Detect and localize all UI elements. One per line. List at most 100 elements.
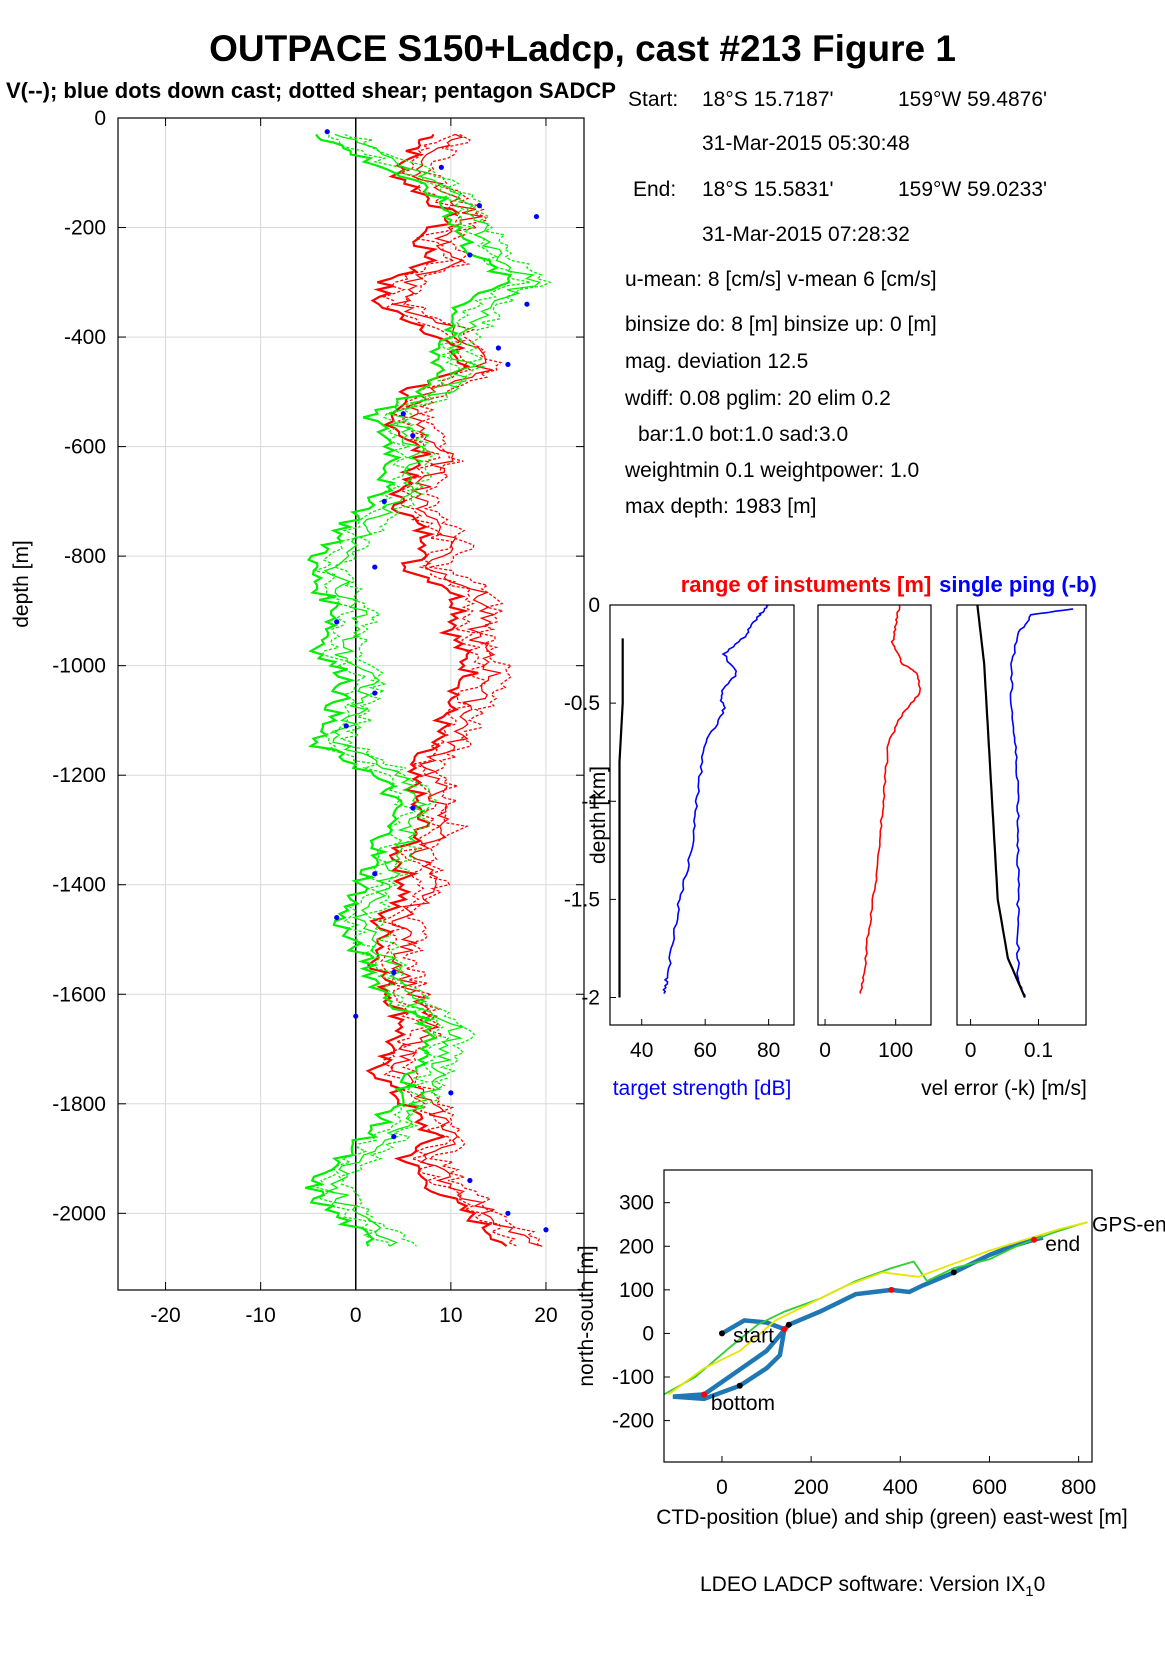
y-tick-label: -1600 bbox=[52, 983, 106, 1006]
y-tick-label: -1 bbox=[581, 790, 600, 813]
downcast-dot bbox=[495, 345, 502, 351]
velocity-red-line bbox=[377, 133, 518, 1247]
downcast-dot bbox=[410, 805, 416, 811]
downcast-dot bbox=[334, 914, 340, 921]
x-tick-label: 0 bbox=[350, 1304, 362, 1327]
end-lat: 18°S 15.5831' bbox=[702, 178, 834, 201]
instrument-red-line bbox=[859, 604, 922, 994]
start-lon: 159°W 59.4876' bbox=[898, 88, 1048, 111]
x-tick-label: 100 bbox=[878, 1039, 913, 1062]
y-tick-label: -1400 bbox=[52, 874, 106, 897]
velocity-frame bbox=[117, 117, 585, 1291]
downcast-dot bbox=[372, 690, 378, 696]
position-yellow-line bbox=[667, 1221, 1088, 1396]
y-tick-label: 0 bbox=[642, 1322, 654, 1345]
position-marker bbox=[888, 1286, 895, 1293]
y-tick-label: -2 bbox=[581, 987, 600, 1010]
binsize-text: binsize do: 8 [m] binsize up: 0 [m] bbox=[625, 313, 937, 336]
y-tick-label: -200 bbox=[612, 1410, 654, 1433]
downcast-dot bbox=[400, 411, 406, 417]
software-version-sub: 1 bbox=[1025, 1583, 1034, 1601]
wdiff-text: wdiff: 0.08 pglim: 20 elim 0.2 bbox=[625, 387, 891, 410]
y-tick-label: 0 bbox=[94, 107, 106, 130]
x-tick-label: 400 bbox=[883, 1476, 918, 1499]
instrument-frame bbox=[817, 604, 932, 1026]
velocity-red-line bbox=[390, 133, 543, 1247]
single-ping-title: single ping (-b) bbox=[939, 572, 1097, 597]
y-tick-label: -1200 bbox=[52, 764, 106, 787]
downcast-dot bbox=[543, 1227, 549, 1233]
downcast-dot bbox=[467, 252, 473, 258]
downcast-dot bbox=[334, 619, 340, 625]
downcast-dot bbox=[391, 969, 397, 975]
y-tick-label: 200 bbox=[619, 1235, 654, 1258]
velocity-red-line bbox=[365, 133, 508, 1248]
downcast-dot bbox=[410, 433, 416, 439]
instrument-ylabel: depth [km] bbox=[587, 766, 610, 864]
position-label: start bbox=[733, 1325, 774, 1348]
y-tick-label: 100 bbox=[619, 1279, 654, 1302]
position-marker bbox=[781, 1326, 788, 1333]
position-marker bbox=[950, 1269, 957, 1276]
x-tick-label: 40 bbox=[630, 1039, 653, 1062]
x-tick-label: 0 bbox=[819, 1039, 831, 1062]
software-version-text: LDEO LADCP software: Version IX bbox=[700, 1573, 1026, 1596]
y-tick-label: -200 bbox=[64, 217, 106, 240]
downcast-dot bbox=[476, 203, 482, 209]
downcast-dot bbox=[353, 1013, 359, 1019]
x-tick-label: 0 bbox=[716, 1476, 728, 1499]
downcast-dot bbox=[505, 1210, 511, 1216]
figure-title: OUTPACE S150+Ladcp, cast #213 Figure 1 bbox=[209, 28, 956, 69]
position-marker bbox=[736, 1382, 743, 1389]
x-tick-label: 0 bbox=[965, 1039, 977, 1062]
software-version-tail: 0 bbox=[1033, 1573, 1046, 1596]
maxdepth-text: max depth: 1983 [m] bbox=[625, 495, 817, 518]
velocity-red-line bbox=[401, 133, 541, 1247]
downcast-dot bbox=[381, 498, 387, 504]
downcast-dot bbox=[372, 564, 378, 570]
position-marker bbox=[718, 1330, 725, 1337]
software-version: LDEO LADCP software: Version IX10 bbox=[700, 1573, 1045, 1600]
instrument-frame bbox=[609, 604, 795, 1026]
instrument-title: range of instuments [m] bbox=[681, 572, 932, 597]
instrument-frame bbox=[956, 604, 1087, 1026]
x-tick-label: 600 bbox=[972, 1476, 1007, 1499]
velocity-green-line bbox=[305, 133, 513, 1247]
y-tick-label: -1.5 bbox=[564, 888, 600, 911]
downcast-dot bbox=[524, 301, 530, 307]
end-lon: 159°W 59.0233' bbox=[898, 178, 1048, 201]
x-tick-label: -20 bbox=[150, 1304, 180, 1327]
weight-text: weightmin 0.1 weightpower: 1.0 bbox=[625, 459, 920, 482]
position-ylabel: north-south [m] bbox=[575, 1245, 598, 1386]
position-label: bottom bbox=[711, 1392, 775, 1415]
x-tick-label: -10 bbox=[245, 1304, 275, 1327]
bar-text: bar:1.0 bot:1.0 sad:3.0 bbox=[638, 423, 849, 446]
target-strength-xlabel: target strength [dB] bbox=[613, 1077, 792, 1100]
vel-error-xlabel: vel error (-k) [m/s] bbox=[921, 1077, 1087, 1100]
downcast-dot bbox=[533, 213, 540, 220]
instrument-black-line bbox=[618, 638, 624, 998]
start-lat: 18°S 15.7187' bbox=[702, 88, 834, 111]
position-label: GPS-end bbox=[1092, 1213, 1165, 1236]
end-label: End: bbox=[633, 178, 677, 201]
y-tick-label: -800 bbox=[64, 545, 106, 568]
downcast-dot bbox=[505, 361, 511, 368]
x-tick-label: 0.1 bbox=[1024, 1039, 1053, 1062]
velocity-ylabel: depth [m] bbox=[10, 540, 33, 628]
y-tick-label: -0.5 bbox=[564, 692, 600, 715]
instrument-blue-line bbox=[662, 604, 769, 995]
y-tick-label: 300 bbox=[619, 1192, 654, 1215]
position-xlabel: CTD-position (blue) and ship (green) eas… bbox=[656, 1506, 1128, 1529]
downcast-dot bbox=[343, 723, 349, 729]
means-text: u-mean: 8 [cm/s] v-mean 6 [cm/s] bbox=[625, 268, 937, 291]
position-marker bbox=[1031, 1236, 1038, 1243]
x-tick-label: 20 bbox=[534, 1304, 557, 1327]
downcast-dot bbox=[372, 871, 378, 877]
x-tick-label: 80 bbox=[757, 1039, 780, 1062]
x-tick-label: 60 bbox=[693, 1039, 716, 1062]
downcast-dot bbox=[467, 1177, 473, 1184]
downcast-dot bbox=[448, 1090, 454, 1096]
end-time: 31-Mar-2015 07:28:32 bbox=[702, 223, 910, 246]
instrument-black-line bbox=[976, 604, 1026, 998]
position-ship_green-line bbox=[663, 1221, 1088, 1396]
